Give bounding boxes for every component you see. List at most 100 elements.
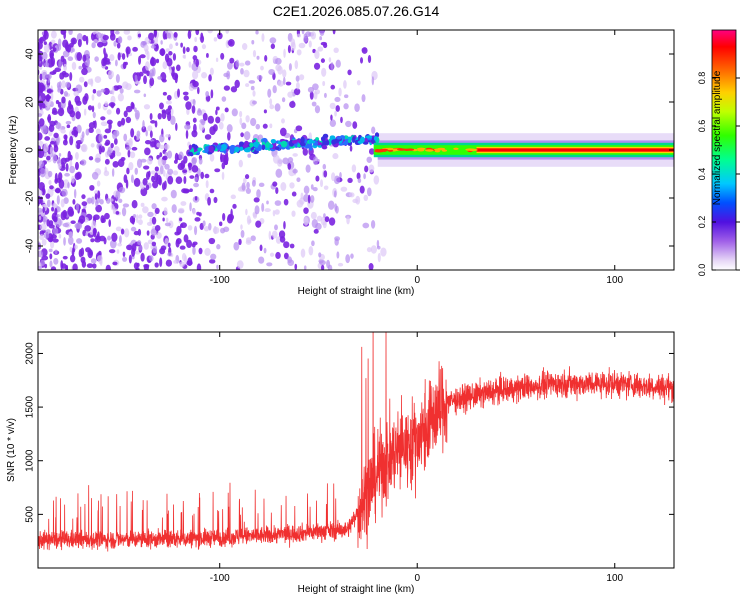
noise-blob	[234, 79, 240, 89]
noise-blob	[200, 35, 205, 43]
spectrogram-xlabel: Height of straight line (km)	[298, 286, 415, 297]
noise-blob	[92, 120, 96, 125]
noise-blob	[47, 114, 52, 123]
y-tick-label: 500	[25, 506, 36, 523]
signal-blob	[315, 137, 320, 141]
noise-blob	[169, 68, 173, 74]
noise-blob	[41, 103, 46, 109]
noise-blob	[289, 182, 295, 189]
noise-blob	[253, 197, 260, 203]
signal-blob	[406, 148, 415, 151]
noise-blob	[176, 238, 182, 245]
noise-blob	[156, 232, 162, 239]
noise-blob	[351, 164, 357, 173]
noise-blob	[159, 152, 163, 158]
noise-blob	[323, 185, 329, 190]
noise-blob	[310, 211, 317, 220]
noise-blob	[221, 96, 227, 102]
signal-blob	[296, 144, 302, 148]
noise-blob	[301, 30, 305, 35]
noise-blob	[109, 54, 115, 62]
noise-blob	[96, 180, 101, 187]
noise-blob	[296, 33, 301, 38]
noise-blob	[160, 48, 165, 57]
noise-blob	[371, 76, 375, 86]
noise-blob	[63, 134, 68, 140]
noise-blob	[125, 146, 132, 151]
noise-blob	[167, 168, 174, 175]
noise-blob	[151, 216, 157, 225]
noise-blob	[120, 117, 126, 126]
noise-blob	[83, 108, 87, 116]
noise-blob	[212, 124, 218, 132]
noise-blob	[204, 173, 210, 179]
noise-blob	[269, 98, 273, 106]
noise-blob	[271, 230, 278, 239]
noise-blob	[224, 107, 229, 113]
noise-blob	[283, 241, 290, 249]
noise-blob	[67, 150, 72, 161]
noise-blob	[69, 254, 76, 263]
noise-blob	[203, 226, 210, 232]
noise-blob	[366, 156, 373, 163]
noise-blob	[166, 30, 174, 40]
noise-blob	[106, 109, 112, 115]
noise-blob	[261, 33, 265, 42]
noise-blob	[266, 262, 273, 267]
noise-blob	[71, 129, 79, 136]
noise-blob	[192, 55, 198, 61]
noise-blob	[227, 131, 231, 141]
noise-blob	[320, 58, 325, 63]
signal-blob	[373, 136, 378, 141]
noise-blob	[126, 167, 130, 175]
noise-blob	[110, 142, 114, 149]
noise-blob	[117, 242, 123, 247]
noise-blob	[189, 175, 195, 179]
noise-blob	[62, 39, 69, 48]
noise-blob	[164, 151, 168, 158]
noise-blob	[274, 224, 278, 231]
noise-blob	[38, 241, 41, 250]
noise-blob	[208, 222, 212, 231]
signal-blob	[291, 139, 298, 144]
signal-blob	[365, 135, 373, 139]
noise-blob	[313, 229, 319, 234]
noise-blob	[78, 65, 83, 70]
noise-blob	[147, 211, 154, 218]
noise-blob	[188, 162, 192, 171]
noise-blob	[174, 152, 179, 162]
noise-blob	[173, 159, 178, 164]
noise-blob	[134, 110, 140, 120]
noise-blob	[334, 203, 338, 212]
noise-blob	[311, 240, 315, 247]
noise-blob	[239, 110, 243, 118]
noise-blob	[81, 194, 86, 200]
noise-blob	[38, 81, 42, 90]
noise-blob	[75, 202, 80, 212]
noise-blob	[64, 81, 71, 88]
x-tick-label: -100	[210, 275, 230, 286]
noise-blob	[164, 237, 169, 248]
noise-blob	[164, 222, 171, 227]
noise-blob	[359, 185, 365, 194]
noise-blob	[245, 83, 250, 87]
noise-blob	[213, 37, 218, 42]
noise-blob	[74, 172, 81, 180]
noise-blob	[312, 83, 319, 91]
noise-blob	[318, 252, 322, 258]
colorbar: 0.0 0.2 0.4 0.6 0.8 Normalized spectral ampl…	[697, 29, 740, 276]
noise-blob	[311, 101, 317, 107]
noise-blob	[63, 197, 69, 205]
signal-blob	[357, 140, 364, 144]
noise-blob	[283, 198, 289, 206]
noise-blob	[66, 124, 71, 129]
colorbar-tick-label: 0.6	[697, 120, 707, 133]
noise-blob	[245, 187, 251, 195]
noise-blob	[193, 123, 197, 133]
noise-blob	[223, 85, 231, 91]
noise-blob	[298, 74, 305, 81]
noise-blob	[277, 65, 283, 75]
noise-blob	[57, 88, 62, 93]
noise-blob	[185, 129, 189, 139]
